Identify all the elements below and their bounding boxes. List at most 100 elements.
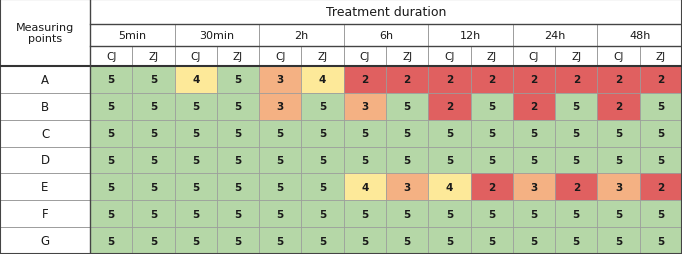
Text: 2: 2 [531,75,537,85]
Text: 5: 5 [361,236,368,246]
Text: 5min: 5min [118,31,147,41]
Bar [132,227,175,254]
Text: F: F [42,208,48,220]
Bar [344,25,428,47]
Text: CJ: CJ [613,52,624,62]
Bar [175,67,217,93]
Bar [555,200,597,227]
Bar [513,227,555,254]
Text: 5: 5 [319,102,326,112]
Text: Measuring
points: Measuring points [16,23,74,44]
Text: 5: 5 [277,129,284,139]
Text: 2: 2 [615,75,622,85]
Bar [301,174,344,200]
Text: 5: 5 [108,75,115,85]
Text: 5: 5 [404,102,411,112]
Bar [0,93,90,120]
Bar [259,200,301,227]
Text: 2: 2 [488,182,495,192]
Bar [597,147,640,174]
Text: ZJ: ZJ [487,52,496,62]
Bar [471,227,513,254]
Text: C: C [41,127,49,140]
Text: 4: 4 [319,75,326,85]
Text: 2: 2 [657,75,664,85]
Text: 5: 5 [235,209,241,219]
Text: 5: 5 [615,155,622,165]
Bar [344,67,386,93]
Bar [386,67,428,93]
Bar [555,227,597,254]
Bar [259,147,301,174]
Bar [0,0,90,67]
Text: 5: 5 [150,236,157,246]
Bar [301,227,344,254]
Bar [640,93,682,120]
Text: 2: 2 [361,75,368,85]
Text: 5: 5 [531,209,537,219]
Bar [259,120,301,147]
Bar [513,47,555,67]
Bar [471,120,513,147]
Bar [640,47,682,67]
Text: CJ: CJ [106,52,117,62]
Text: 5: 5 [488,129,495,139]
Bar [640,200,682,227]
Text: 3: 3 [404,182,411,192]
Text: 5: 5 [108,209,115,219]
Bar [90,147,132,174]
Bar [471,200,513,227]
Text: 2: 2 [446,75,453,85]
Bar [344,147,386,174]
Bar [428,200,471,227]
Bar [555,120,597,147]
Bar [175,25,259,47]
Text: 5: 5 [319,155,326,165]
Text: 5: 5 [657,236,664,246]
Bar [0,200,90,227]
Bar [132,174,175,200]
Text: E: E [42,181,48,194]
Text: 5: 5 [446,155,453,165]
Text: 5: 5 [615,129,622,139]
Text: 5: 5 [361,209,368,219]
Bar [301,200,344,227]
Text: ZJ: ZJ [402,52,412,62]
Bar [640,174,682,200]
Bar [344,200,386,227]
Text: 5: 5 [573,236,580,246]
Text: 2: 2 [404,75,411,85]
Text: 2: 2 [573,75,580,85]
Text: 5: 5 [615,236,622,246]
Text: 5: 5 [235,102,241,112]
Text: 5: 5 [150,129,157,139]
Text: 5: 5 [404,209,411,219]
Text: 5: 5 [192,129,199,139]
Bar [0,147,90,174]
Text: 5: 5 [108,182,115,192]
Text: 48h: 48h [629,31,651,41]
Text: ZJ: ZJ [656,52,666,62]
Bar [428,67,471,93]
Bar [597,174,640,200]
Text: 5: 5 [192,155,199,165]
Text: 2: 2 [488,75,495,85]
Bar [513,25,597,47]
Text: 5: 5 [573,155,580,165]
Bar [90,120,132,147]
Text: 5: 5 [192,102,199,112]
Text: 5: 5 [615,209,622,219]
Text: 5: 5 [108,236,115,246]
Bar [217,147,259,174]
Bar [344,93,386,120]
Bar [344,227,386,254]
Text: CJ: CJ [275,52,286,62]
Bar [513,93,555,120]
Bar [259,93,301,120]
Bar [90,174,132,200]
Bar [90,25,175,47]
Text: CJ: CJ [190,52,201,62]
Text: 5: 5 [446,129,453,139]
Bar [301,147,344,174]
Text: 5: 5 [108,102,115,112]
